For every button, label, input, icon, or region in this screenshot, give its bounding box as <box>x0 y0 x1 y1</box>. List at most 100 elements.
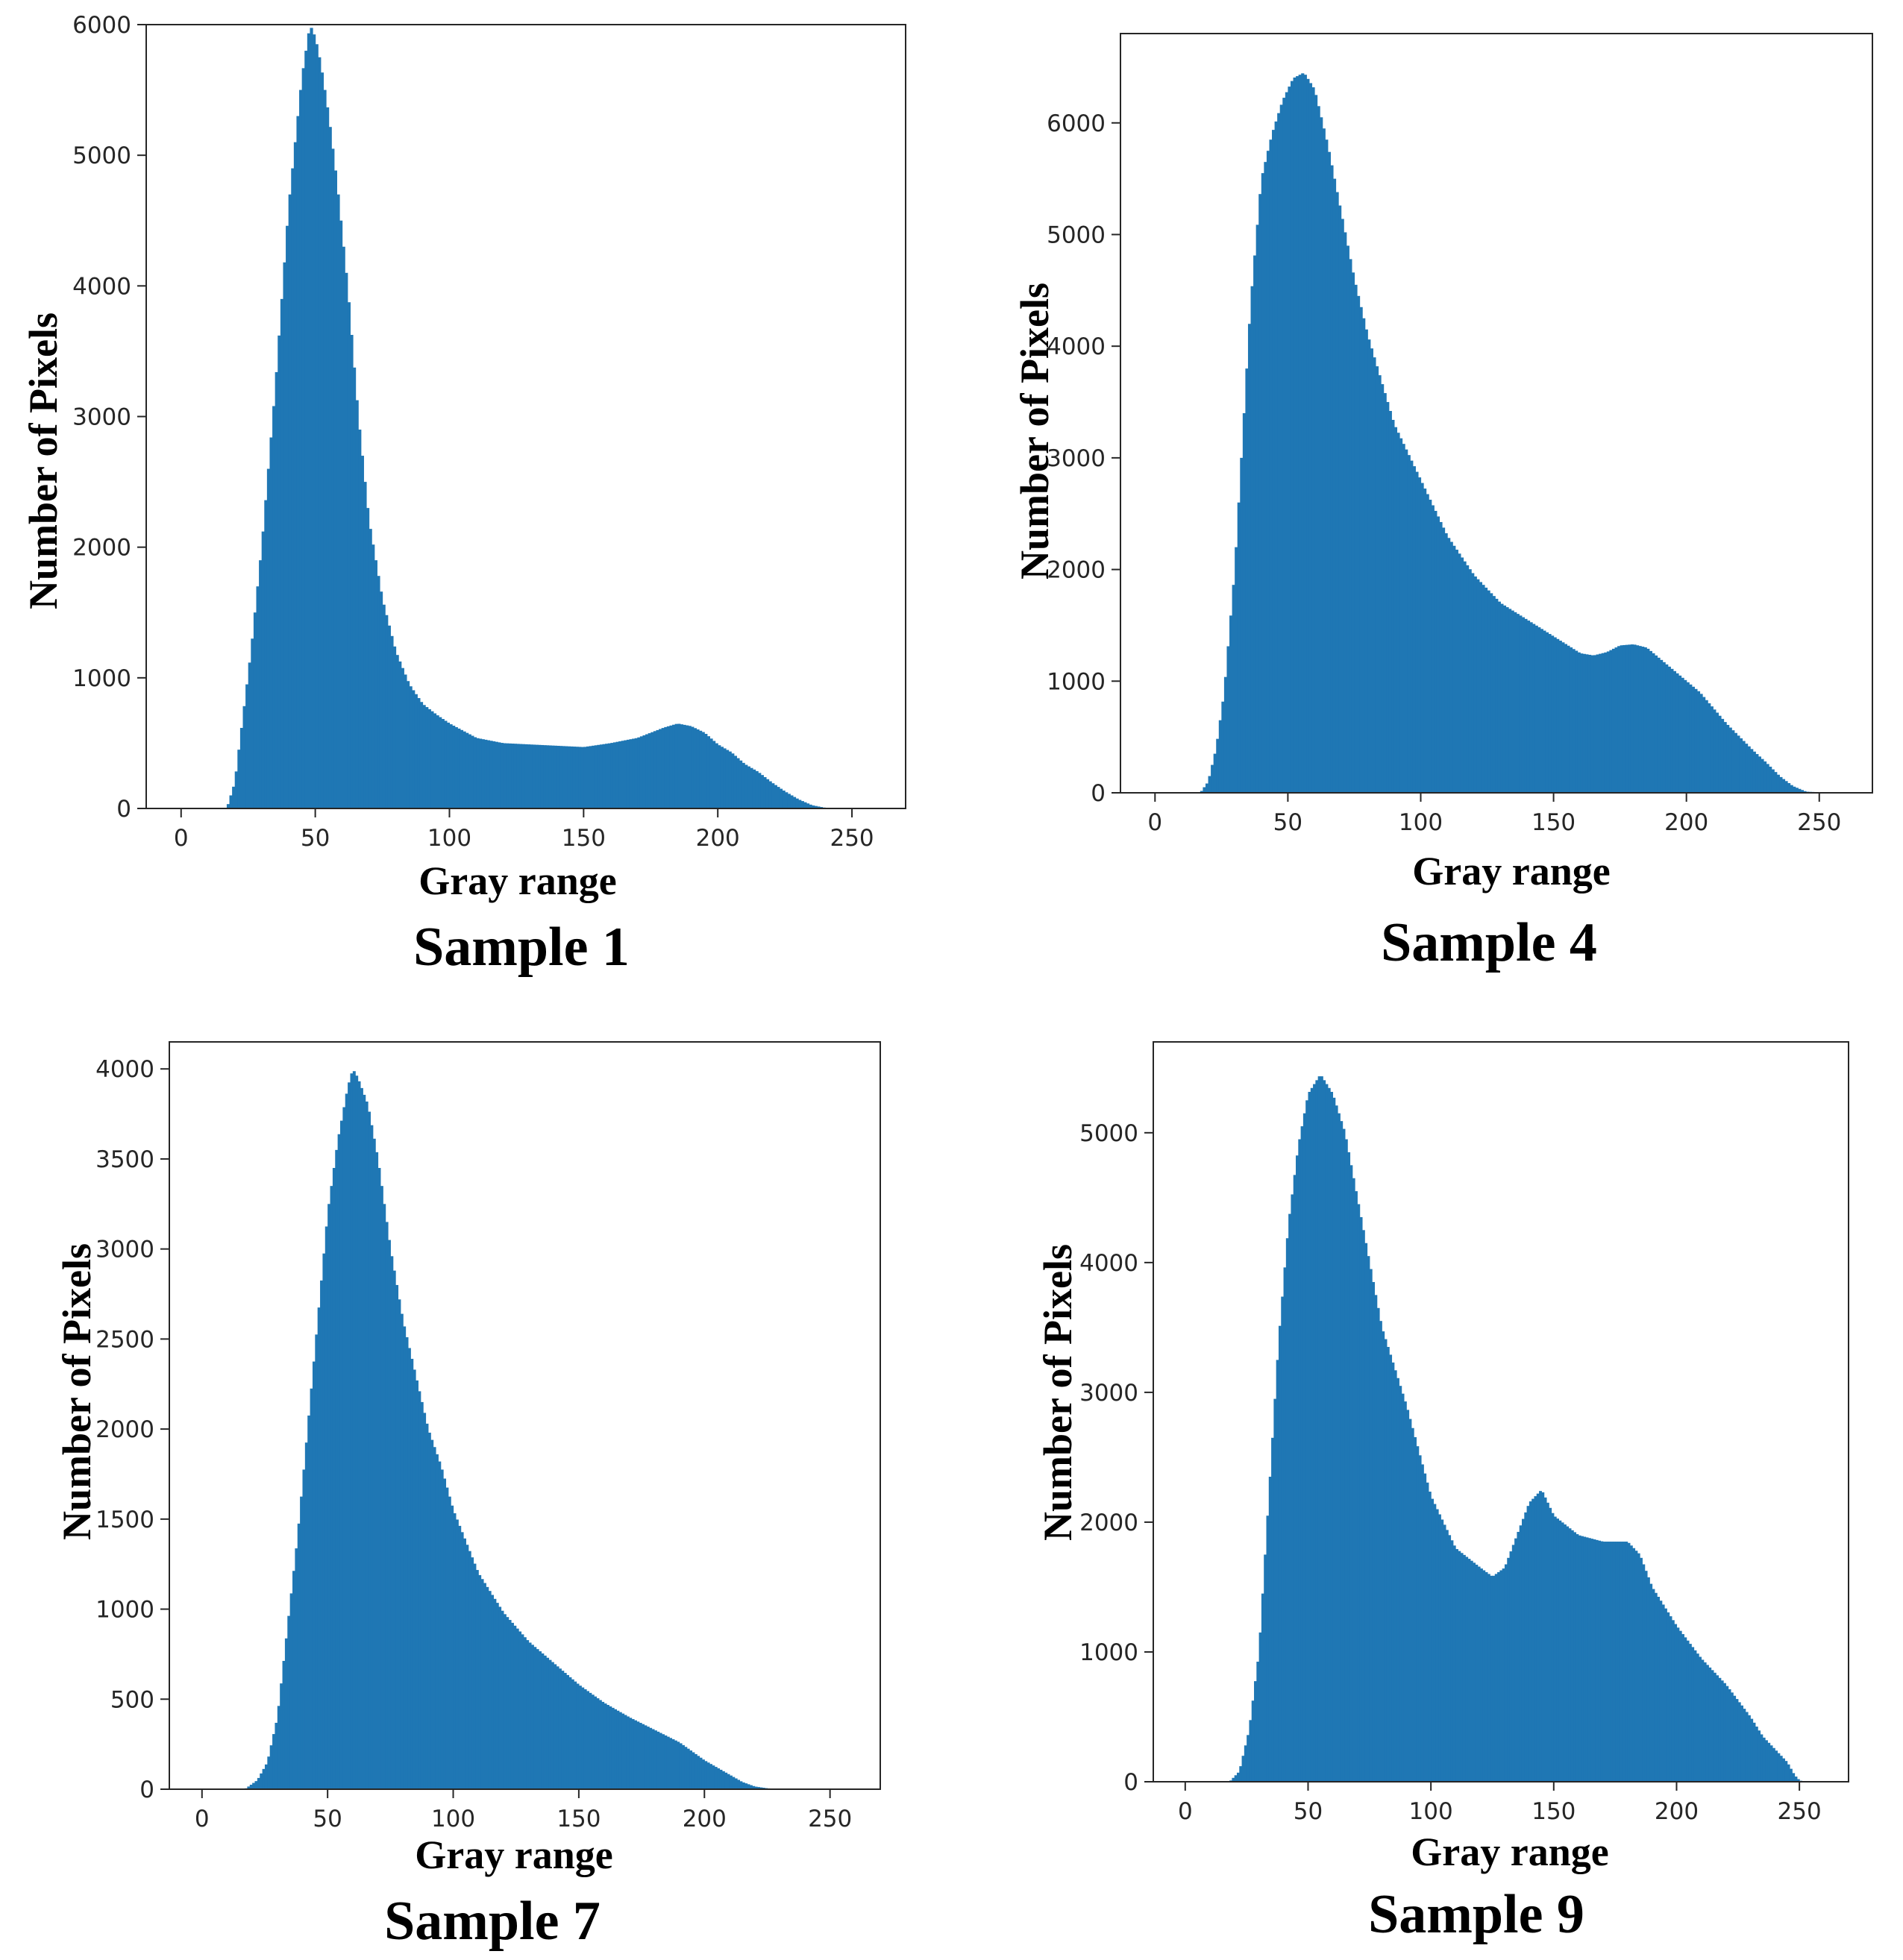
histogram-bar <box>603 1703 607 1789</box>
histogram-bar <box>729 1775 733 1789</box>
histogram-bar <box>1320 1076 1323 1782</box>
histogram-bar <box>1739 738 1743 793</box>
histogram-bar <box>1725 1686 1729 1782</box>
histogram-bars <box>1229 1076 1805 1782</box>
histogram-bar <box>1713 709 1717 793</box>
histogram-bar <box>1327 151 1331 793</box>
histogram-bar <box>377 1168 381 1789</box>
histogram-bar <box>1606 651 1610 793</box>
x-axis-label: Gray range <box>1412 849 1611 893</box>
x-tick-label: 100 <box>1399 809 1443 836</box>
chart-caption: Sample 1 <box>413 917 630 978</box>
y-axis-label: Number of Pixels <box>1035 1244 1080 1541</box>
histogram-bar <box>1420 483 1424 793</box>
histogram-bar <box>368 1111 371 1789</box>
histogram-bar <box>1517 1531 1520 1782</box>
histogram-bar <box>257 1777 260 1789</box>
y-tick-label: 6000 <box>1047 110 1106 137</box>
histogram-bar <box>288 194 292 809</box>
histogram-bar <box>1261 173 1264 793</box>
histogram-bar <box>1699 694 1703 793</box>
histogram-bar <box>1382 1331 1385 1782</box>
histogram-bar <box>440 1469 444 1789</box>
histogram-bar <box>1766 764 1769 793</box>
histogram-plot: 0 50 100 150 200 250 0 1000 2000 3000 4000 5000 6000 <box>72 12 906 852</box>
histogram-bar <box>798 800 802 808</box>
histogram-bar <box>328 127 332 808</box>
histogram-bar <box>320 72 325 809</box>
histogram-bar <box>307 1416 311 1789</box>
y-tick-label: 1000 <box>72 665 131 692</box>
histogram-bar <box>583 747 587 808</box>
histogram-bar <box>1268 1477 1272 1782</box>
histogram-bar <box>1787 1764 1790 1782</box>
histogram-bar <box>1640 1557 1643 1782</box>
histogram-bar <box>1272 130 1276 793</box>
y-tick-label: 4000 <box>1079 1250 1138 1277</box>
x-tick-label: 200 <box>1664 809 1708 836</box>
histogram-bar <box>317 1307 321 1789</box>
histogram-bar <box>1701 1659 1705 1782</box>
histogram-bar <box>744 764 748 808</box>
histogram-plot: 0 50 100 150 200 250 0 1000 2000 3000 4000 5000 <box>1079 1041 1849 1825</box>
histogram-bar <box>1367 339 1371 793</box>
y-tick-label: 4000 <box>1047 333 1106 360</box>
histogram-bar <box>310 28 313 808</box>
histogram-bar <box>358 430 362 808</box>
histogram-bar <box>1282 98 1286 793</box>
histogram-bar <box>403 1326 407 1789</box>
histogram-bar <box>677 723 681 808</box>
x-tick-label: 250 <box>1797 809 1841 836</box>
histogram-bar <box>369 529 372 808</box>
histogram-bar <box>1553 637 1557 793</box>
y-tick-label: 5000 <box>1047 222 1106 248</box>
histogram-panel-sample-1: 0 50 100 150 200 250 0 1000 2000 3000 4000 5000 6000… <box>0 0 951 980</box>
axes-frame <box>1153 1041 1849 1782</box>
histogram-bar <box>1332 1097 1336 1782</box>
histogram-bar <box>1779 776 1783 793</box>
histogram-bar <box>718 745 721 808</box>
chart-caption: Sample 9 <box>1368 1884 1584 1945</box>
histogram-bar <box>1249 1720 1253 1782</box>
histogram-bar <box>1431 1498 1435 1782</box>
histogram-bar <box>1652 1589 1655 1782</box>
histogram-bar <box>1258 1632 1262 1782</box>
y-tick-label: 1000 <box>1047 668 1106 695</box>
histogram-bar <box>336 194 340 809</box>
x-tick-label: 150 <box>1532 809 1576 836</box>
histogram-bar <box>554 1664 557 1789</box>
histogram-bar <box>1646 648 1650 793</box>
histogram-bar <box>664 726 668 808</box>
histogram-bars <box>1200 73 1834 794</box>
histogram-bar <box>731 753 735 808</box>
histogram-bar <box>1593 655 1597 793</box>
histogram-bar <box>812 805 815 808</box>
histogram-bar <box>275 371 278 808</box>
histogram-bar <box>453 1513 457 1789</box>
y-tick-label: 2000 <box>95 1416 154 1443</box>
histogram-bar <box>1672 670 1677 793</box>
histogram-bar <box>1447 538 1451 793</box>
histogram-bar <box>348 1082 351 1789</box>
histogram-bar <box>1250 286 1254 794</box>
y-axis-label: Number of Pixels <box>54 1243 99 1540</box>
y-tick-label: 2500 <box>95 1326 154 1353</box>
histogram-bar <box>1242 413 1246 793</box>
histogram-bar <box>390 1256 394 1789</box>
y-tick-label: 0 <box>116 796 131 823</box>
histogram-bar <box>357 1081 361 1789</box>
x-tick-label: 0 <box>1147 809 1162 836</box>
histogram-bar <box>1293 77 1297 793</box>
histogram-bar <box>1775 1750 1778 1782</box>
histogram-bar <box>1492 1575 1496 1782</box>
histogram-bar <box>503 743 507 808</box>
histogram-bar <box>704 733 708 808</box>
histogram-bar <box>679 1743 683 1789</box>
x-tick-label: 200 <box>1655 1798 1699 1825</box>
histogram-bar <box>1303 75 1307 793</box>
histogram-bar <box>1216 738 1220 793</box>
histogram-bar <box>422 705 426 808</box>
histogram-bar <box>242 706 246 808</box>
y-tick-label: 5000 <box>72 142 131 169</box>
histogram-bar <box>277 1706 280 1789</box>
